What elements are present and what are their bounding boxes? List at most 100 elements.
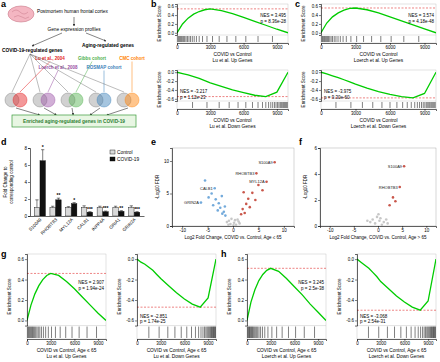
gene-hit: [322, 36, 323, 42]
gene-hit: [326, 36, 327, 42]
tick-label: 9000: [420, 45, 431, 50]
gene-hit: [192, 36, 193, 42]
bar: [119, 211, 124, 216]
gene-point: [374, 222, 377, 225]
gene-hit: [159, 327, 160, 338]
bar: [66, 208, 71, 217]
gene-point: [378, 220, 381, 223]
gene-hit: [390, 102, 391, 108]
gene-hit: [254, 327, 255, 338]
gene-point: [261, 189, 264, 192]
gene-hit: [417, 102, 418, 108]
gene-hit: [204, 327, 205, 338]
gene-hit: [250, 327, 251, 338]
tick-mark: [175, 72, 177, 73]
tick-mark: [28, 165, 30, 166]
y-axis-title: corresponding control: [9, 160, 14, 203]
gsea-plot: -0.6-0.4-0.20.00300060009000Enrichment S…: [117, 254, 217, 359]
tick-label: 0.2: [238, 298, 245, 303]
tick-mark: [245, 300, 247, 301]
gene-hit: [335, 36, 336, 42]
x-axis-title: COVID vs Control: [213, 118, 251, 123]
tick-label: 0.4: [312, 13, 319, 18]
tick-label: 0: [314, 224, 317, 229]
gene-hit: [378, 327, 379, 338]
tick-mark: [175, 99, 177, 100]
x-axis: -10-50510: [321, 226, 437, 233]
venn-circle: [97, 93, 111, 107]
gene-hit: [426, 102, 427, 108]
axis-line: [31, 216, 145, 217]
tick-label: 3000: [351, 111, 362, 116]
tick-label: INPP4A: [91, 217, 106, 232]
gene-hit: [209, 327, 210, 338]
tick-mark: [135, 320, 137, 321]
tick: 0.0: [18, 318, 27, 323]
x-axis-title: Log2 Fold Change, COVID vs. Control, Age…: [185, 235, 282, 240]
tick-mark: [175, 15, 177, 16]
tick-mark: [319, 90, 321, 91]
tick: -0.6: [166, 97, 177, 102]
error-bar: [67, 206, 70, 208]
tick-mark: [245, 320, 247, 321]
tick: -0.4: [166, 88, 177, 93]
connector: [30, 54, 124, 92]
gene-hit: [425, 327, 426, 338]
gene-hit: [249, 327, 250, 338]
tick-label: 6000: [239, 111, 250, 116]
gene-point: [376, 216, 379, 219]
gene-hit: [199, 36, 200, 42]
gene-hit: [206, 102, 207, 108]
gene-hit: [428, 102, 429, 108]
gene-hit: [391, 36, 392, 42]
gene-hit: [265, 102, 266, 108]
tick: 8: [24, 146, 30, 151]
gsea-plot: -0.6-0.4-0.20.00300060009000Enrichment S…: [301, 70, 437, 129]
tick-label: -0.6: [346, 318, 354, 323]
y-axis: -0.6-0.4-0.20.0: [346, 255, 357, 327]
tick: INPP4A: [91, 217, 106, 232]
gene-hit: [356, 36, 357, 42]
legend-label: COVID-19: [117, 157, 139, 162]
arrow: [90, 108, 100, 115]
tick: 0: [136, 339, 139, 346]
cohort-label: ROSMAP cohort: [87, 65, 122, 70]
panel-label: f: [299, 137, 303, 147]
gene-point: [237, 220, 240, 223]
x-axis-title: Lu et al. Up Genes: [213, 58, 254, 63]
plot-frame: [27, 254, 106, 339]
gene-hit: [235, 36, 236, 42]
y-axis-title: Enrichment Score: [337, 278, 342, 314]
tick-label: 6000: [385, 111, 396, 116]
significance: **: [119, 205, 123, 211]
tick-label: 0.0: [168, 70, 175, 75]
tick-label: 6: [24, 163, 27, 168]
gene-hit: [211, 327, 212, 338]
error-cap: [98, 206, 101, 207]
gsea-plot: -0.6-0.4-0.20.00300060009000Enrichment S…: [157, 70, 289, 129]
point-label: GRIN2A: [184, 200, 199, 205]
x-axis-title: Loerch et al. Down Genes: [369, 354, 425, 359]
gsea-plot: -0.6-0.4-0.20.00300060009000Enrichment S…: [337, 254, 437, 359]
axis-line: [318, 149, 321, 227]
gene-hit: [198, 327, 199, 338]
rug-separator: [137, 325, 216, 326]
gene-hit: [187, 36, 188, 42]
gene-hit: [200, 327, 201, 338]
gene-hit: [186, 36, 187, 42]
brain-icon: [12, 10, 29, 19]
point-label: S100A9: [258, 160, 273, 165]
annotation: p = 1.74e-25: [140, 319, 166, 324]
tick-label: 3000: [156, 341, 167, 346]
gene-point: [232, 224, 235, 226]
figure: aPostmortem human frontal cortexGene exp…: [0, 0, 440, 362]
annotation: p = 8.36e-28: [261, 19, 287, 24]
gene-hit: [335, 102, 336, 108]
gene-hit: [403, 36, 404, 42]
enrichment-curve: [321, 8, 436, 33]
tick: GRIN2A: [122, 217, 137, 232]
tick-mark: [319, 33, 321, 34]
enrichment-curve: [27, 273, 106, 320]
tick: 3000: [351, 109, 362, 116]
annotation: p = 4.18e-48: [409, 19, 435, 24]
